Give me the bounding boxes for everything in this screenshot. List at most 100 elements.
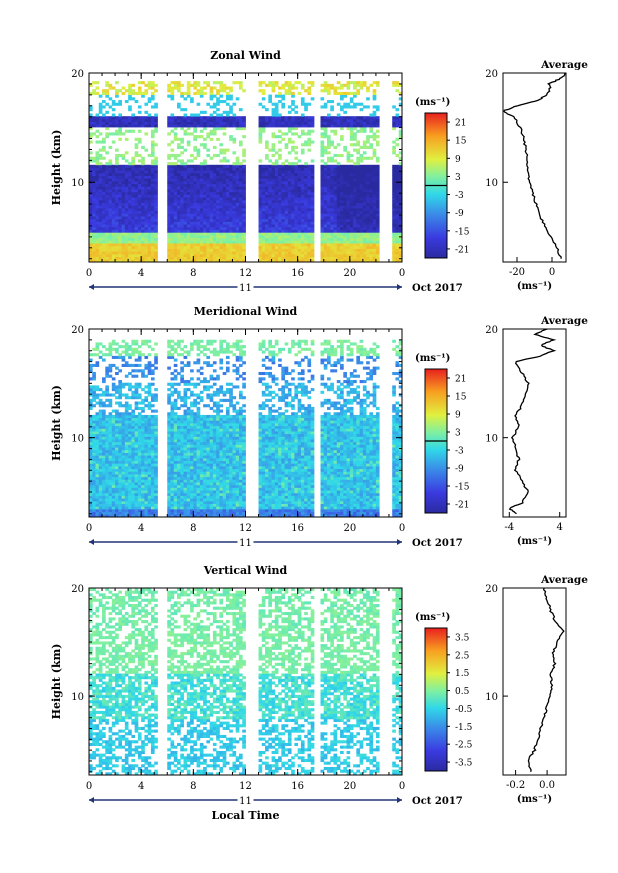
heatmap-cell (128, 439, 132, 443)
heatmap-cell (284, 91, 289, 95)
heatmap-cell (222, 186, 227, 190)
heatmap-cell (118, 237, 122, 241)
heatmap-cell (356, 232, 361, 236)
heatmap-cell (242, 259, 246, 263)
heatmap-cell (180, 235, 184, 239)
heatmap-cell (366, 240, 370, 244)
heatmap-cell (186, 81, 191, 85)
heatmap-cell (219, 94, 224, 98)
heatmap-cell (124, 129, 129, 133)
heatmap-cell (95, 436, 100, 440)
heatmap-cell (372, 191, 377, 195)
heatmap-cell (232, 240, 237, 244)
heatmap-cell (186, 213, 191, 217)
heatmap-cell (124, 186, 129, 190)
heatmap-cell (287, 183, 292, 187)
heatmap-cell (268, 232, 272, 236)
heatmap-cell (102, 431, 106, 435)
heatmap-cell (89, 492, 93, 496)
heatmap-cell (206, 178, 211, 182)
heatmap-cell (118, 495, 122, 499)
heatmap-cell (356, 102, 361, 106)
heatmap-cell (124, 484, 129, 488)
heatmap-cell (102, 186, 106, 190)
heatmap-cell (278, 194, 282, 198)
heatmap-cell (340, 216, 344, 220)
heatmap-cell (375, 121, 380, 125)
heatmap-cell (333, 213, 338, 217)
heatmap-cell (128, 108, 132, 112)
heatmap-cell (310, 202, 315, 206)
heatmap-cell (392, 178, 396, 182)
heatmap-cell (216, 208, 220, 212)
heatmap-cell (219, 253, 224, 257)
heatmap-cell (111, 121, 116, 125)
heatmap-cell (95, 124, 100, 128)
heatmap-cell (98, 259, 103, 263)
heatmap-cell (398, 229, 403, 233)
heatmap-cell (124, 118, 129, 122)
heatmap-cell (141, 94, 145, 98)
heatmap-cell (121, 224, 126, 228)
heatmap-cell (111, 433, 116, 437)
heatmap-cell (356, 213, 361, 217)
heatmap-cell (92, 178, 96, 182)
heatmap-cell (398, 199, 403, 203)
heatmap-cell (108, 342, 113, 346)
heatmap-cell (89, 514, 93, 518)
heatmap-cell (95, 91, 100, 95)
heatmap-cell (102, 428, 106, 432)
heatmap-cell (89, 189, 93, 193)
heatmap-cell (154, 164, 158, 168)
heatmap-cell (186, 202, 191, 206)
heatmap-cell (150, 154, 155, 158)
heatmap-cell (398, 197, 403, 201)
heatmap-cell (131, 245, 136, 249)
heatmap-cell (170, 243, 175, 247)
heatmap-cell (144, 167, 149, 171)
heatmap-cell (212, 251, 217, 255)
heatmap-cell (89, 377, 93, 381)
heatmap-cell (98, 508, 103, 513)
heatmap-cell (203, 86, 207, 90)
heatmap-cell (238, 170, 243, 174)
heatmap-cell (128, 94, 132, 98)
heatmap-cell (108, 118, 113, 122)
heatmap-cell (300, 178, 305, 182)
heatmap-cell (392, 194, 396, 198)
heatmap-cell (222, 197, 227, 201)
heatmap-cell (124, 205, 129, 209)
heatmap-cell (265, 118, 269, 122)
heatmap-cell (147, 202, 152, 206)
heatmap-cell (219, 143, 224, 147)
heatmap-cell (274, 105, 279, 109)
heatmap-cell (98, 463, 103, 467)
heatmap-cell (222, 156, 227, 160)
heatmap-cell (258, 121, 263, 125)
heatmap-cell (206, 199, 211, 203)
heatmap-cell (395, 213, 400, 217)
heatmap-cell (131, 412, 136, 416)
heatmap-cell (359, 116, 364, 120)
heatmap-cell (291, 172, 295, 176)
heatmap-cell (186, 237, 191, 241)
heatmap-cell (310, 248, 315, 252)
heatmap-cell (222, 110, 227, 114)
heatmap-cell (121, 425, 126, 429)
heatmap-cell (124, 183, 129, 187)
heatmap-cell (359, 127, 364, 131)
heatmap-cell (225, 210, 230, 214)
heatmap-cell (349, 199, 354, 203)
heatmap-cell (167, 237, 171, 241)
heatmap-cell (359, 243, 364, 247)
heatmap-cell (115, 94, 119, 98)
heatmap-cell (154, 216, 158, 220)
heatmap-cell (395, 143, 400, 147)
heatmap-cell (323, 135, 328, 139)
heatmap-cell (193, 181, 197, 185)
heatmap-cell (300, 256, 305, 260)
heatmap-cell (108, 500, 113, 504)
heatmap-cell (242, 205, 246, 209)
heatmap-cell (92, 444, 96, 448)
heatmap-cell (118, 380, 122, 384)
